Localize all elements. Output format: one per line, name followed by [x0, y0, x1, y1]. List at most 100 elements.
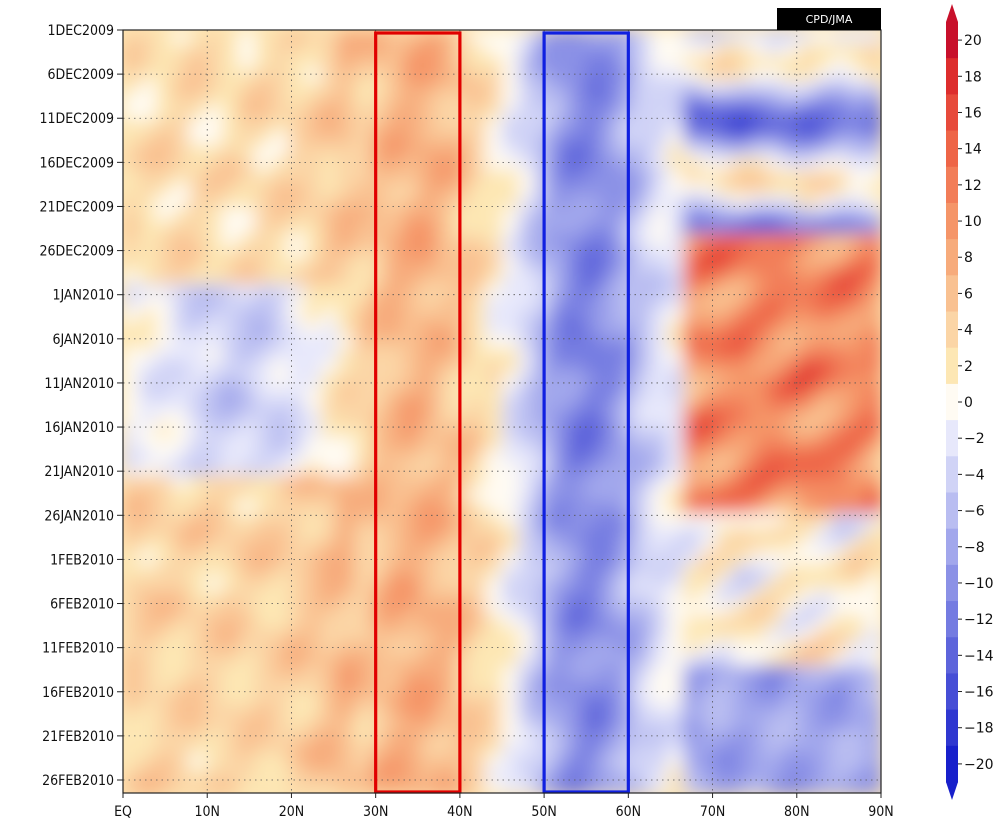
field-cell [633, 208, 652, 222]
field-cell [749, 347, 767, 362]
field-cell [353, 131, 372, 146]
field-cell [370, 513, 388, 527]
field-cell [254, 398, 273, 413]
field-cell [765, 703, 784, 718]
field-cell [403, 462, 421, 477]
field-cell [155, 208, 174, 222]
field-cell [815, 246, 833, 260]
field-cell [716, 93, 734, 108]
field-cell [815, 182, 833, 197]
field-cell [320, 665, 339, 680]
field-cell [831, 436, 850, 451]
field-cell [287, 678, 306, 693]
field-cell [502, 614, 520, 629]
colorbar-swatch [946, 347, 958, 385]
field-cell [320, 119, 339, 133]
field-cell [238, 729, 256, 744]
field-cell [732, 335, 751, 349]
field-cell [419, 729, 438, 744]
field-cell [254, 614, 273, 629]
field-cell [749, 551, 767, 566]
colorbar-swatch [946, 275, 958, 313]
field-cell [188, 754, 207, 769]
field-cell [699, 487, 718, 502]
field-cell [155, 322, 174, 337]
field-cell [436, 347, 454, 362]
field-cell [716, 297, 734, 311]
field-cell [782, 462, 800, 477]
field-cell [584, 360, 602, 375]
field-cell [518, 767, 536, 782]
field-cell [353, 513, 372, 527]
field-cell [287, 68, 306, 82]
field-cell [271, 653, 289, 667]
field-cell [469, 131, 487, 146]
field-cell [370, 271, 388, 286]
field-cell [815, 119, 833, 133]
field-cell [633, 691, 652, 705]
field-cell [765, 653, 784, 667]
field-cell [782, 754, 800, 769]
field-cell [469, 653, 487, 667]
field-cell [370, 564, 388, 578]
field-cell [221, 55, 240, 70]
field-cell [123, 30, 141, 44]
field-cell [205, 564, 223, 578]
field-cell [172, 208, 190, 222]
field-cell [617, 119, 635, 133]
field-cell [353, 106, 372, 121]
field-cell [551, 208, 569, 222]
field-cell [419, 703, 438, 718]
field-cell [584, 119, 602, 133]
field-cell [765, 716, 784, 731]
field-cell [650, 386, 668, 400]
field-cell [683, 653, 701, 667]
field-cell [386, 195, 405, 210]
field-cell [502, 360, 520, 375]
field-cell [782, 195, 800, 210]
field-cell [238, 309, 256, 324]
field-cell [864, 449, 881, 464]
field-cell [600, 119, 619, 133]
field-cell [205, 653, 223, 667]
colorbar-swatch [946, 745, 958, 783]
field-cell [271, 589, 289, 604]
field-cell [304, 386, 322, 400]
field-cell [139, 576, 157, 591]
field-cell [238, 297, 256, 311]
field-cell [600, 525, 619, 540]
field-cell [699, 640, 718, 655]
field-cell [139, 55, 157, 70]
field-cell [551, 424, 569, 438]
field-cell [518, 30, 536, 44]
field-cell [848, 42, 866, 57]
field-cell [633, 157, 652, 171]
field-cell [584, 551, 602, 566]
colorbar-label: 0 [964, 395, 973, 411]
field-cell [188, 678, 207, 693]
field-cell [716, 309, 734, 324]
field-cell [139, 780, 157, 793]
field-cell [254, 780, 273, 793]
field-cell [271, 614, 289, 629]
field-cell [633, 729, 652, 744]
field-cell [633, 233, 652, 248]
field-cell [518, 360, 536, 375]
field-cell [782, 614, 800, 629]
field-cell [782, 106, 800, 121]
field-cell [188, 716, 207, 731]
field-cell [254, 424, 273, 438]
field-cell [815, 462, 833, 477]
field-cell [139, 691, 157, 705]
field-cell [370, 233, 388, 248]
field-cell [205, 475, 223, 489]
field-cell [518, 309, 536, 324]
field-cell [864, 233, 881, 248]
field-cell [353, 665, 372, 680]
field-cell [699, 462, 718, 477]
field-cell [370, 182, 388, 197]
field-cell [304, 538, 322, 553]
field-cell [139, 614, 157, 629]
field-cell [403, 131, 421, 146]
field-cell [254, 55, 273, 70]
